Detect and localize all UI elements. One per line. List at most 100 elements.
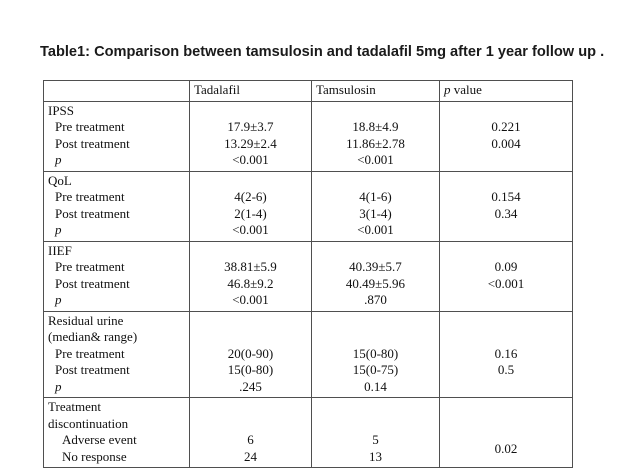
residual-urine-tamsulosin-values-line: 0.14 <box>364 378 387 394</box>
ipss-labels: IPSS Pre treatment Post treatment p <box>43 100 190 172</box>
qol-p-values-line <box>444 222 568 239</box>
treatment-p-values-line <box>444 416 568 433</box>
treatment-tamsulosin-values-line <box>316 399 435 416</box>
iief-p-values-line <box>444 243 568 260</box>
ipss-tadalafil-values-line <box>194 103 307 120</box>
qol-labels-line: QoL <box>48 172 72 188</box>
treatment-p-values: 0.02 <box>439 397 573 468</box>
iief-tadalafil-values-line <box>194 243 307 260</box>
iief-labels-line: IIEF <box>48 242 72 258</box>
ipss-tamsulosin-values-line: <0.001 <box>357 152 394 167</box>
qol-labels-line: Post treatment <box>55 205 130 221</box>
iief-labels: IIEF Pre treatment Post treatment p <box>43 240 190 312</box>
qol-tadalafil-values-line: 2(1-4) <box>234 205 267 221</box>
treatment-tamsulosin-values-line <box>316 416 435 433</box>
iief-p-values-line <box>444 292 568 309</box>
residual-urine-labels-line: Residual urine <box>48 312 124 328</box>
ipss-tadalafil-values-line: 13.29±2.4 <box>224 135 277 151</box>
iief-tamsulosin-values-line: 40.49±5.96 <box>345 275 406 291</box>
residual-urine-labels-line: p <box>55 378 62 394</box>
qol-labels-line: p <box>55 222 62 237</box>
iief-labels-line: Post treatment <box>55 275 130 291</box>
section-row-qol: QoL Pre treatment Post treatment p 4(2-6) 2(… <box>43 170 573 242</box>
ipss-tamsulosin-values-line <box>316 103 435 120</box>
header-p-value: p value <box>439 80 573 102</box>
table-header-row: Tadalafil Tamsulosin p value <box>43 80 573 102</box>
ipss-labels-line: IPSS <box>48 102 75 118</box>
section-row-ipss: IPSS Pre treatment Post treatment p 17.9±3.… <box>43 100 573 172</box>
residual-urine-tamsulosin-values-line <box>316 313 435 330</box>
qol-p-values-line: 0.34 <box>494 205 518 221</box>
qol-tamsulosin-values-line <box>316 173 435 190</box>
treatment-tadalafil-values-line: 6 <box>247 432 254 447</box>
iief-labels-line: Pre treatment <box>55 259 125 274</box>
qol-tamsulosin-values: 4(1-6) 3(1-4) <0.001 <box>311 170 440 242</box>
iief-tamsulosin-values: 40.39±5.7 40.49±5.96.870 <box>311 240 440 312</box>
residual-urine-labels-line: Pre treatment <box>55 345 125 361</box>
treatment-labels-line: Treatment <box>48 399 101 414</box>
treatment-tadalafil-values-line: 24 <box>244 448 257 464</box>
header-p-value-rest: value <box>450 82 482 97</box>
header-empty-cell <box>43 80 190 102</box>
residual-urine-labels: Residual urine (median& range) Pre treatme… <box>43 310 190 398</box>
residual-urine-p-values-line <box>444 379 568 396</box>
residual-urine-tamsulosin-values-line: 15(0-75) <box>352 362 399 377</box>
residual-urine-tadalafil-values-line <box>194 329 307 346</box>
treatment-labels-line: Adverse event <box>62 432 137 447</box>
treatment-labels-line: No response <box>62 448 127 464</box>
residual-urine-p-values: 0.16 0.5 <box>439 310 573 398</box>
iief-tadalafil-values: 38.81±5.9 46.8±9.2 <0.001 <box>189 240 312 312</box>
iief-tadalafil-values-line: 38.81±5.9 <box>224 259 277 274</box>
residual-urine-tamsulosin-values-line: 15(0-80) <box>352 345 399 361</box>
iief-labels-line: p <box>55 292 62 307</box>
residual-urine-tadalafil-values-line <box>194 313 307 330</box>
residual-urine-p-values-line: 0.5 <box>497 362 515 377</box>
treatment-tamsulosin-values-line: 13 <box>369 448 382 464</box>
residual-urine-tadalafil-values-line: .245 <box>239 378 262 394</box>
residual-urine-tamsulosin-values: 15(0-80) 15(0-75) 0.14 <box>311 310 440 398</box>
qol-labels-line: Pre treatment <box>55 189 125 204</box>
qol-tadalafil-values-line: 4(2-6) <box>234 189 267 204</box>
header-tamsulosin: Tamsulosin <box>311 80 440 102</box>
qol-labels: QoL Pre treatment Post treatment p <box>43 170 190 242</box>
header-tadalafil: Tadalafil <box>189 80 312 102</box>
residual-urine-labels-line: (median& range) <box>48 329 138 344</box>
qol-tadalafil-values-line: <0.001 <box>232 222 269 237</box>
qol-tadalafil-values-line <box>194 173 307 190</box>
residual-urine-tadalafil-values-line: 15(0-80) <box>227 362 274 377</box>
iief-tamsulosin-values-line <box>316 243 435 260</box>
section-row-treatment: Treatment discontinuation Adverse event No … <box>43 397 573 468</box>
ipss-labels-line: Pre treatment <box>55 119 125 134</box>
ipss-tamsulosin-values-line: 11.86±2.78 <box>346 135 405 151</box>
treatment-tadalafil-values-line <box>194 399 307 416</box>
treatment-tamsulosin-values: 5 13 <box>311 397 440 468</box>
treatment-labels-line: discontinuation <box>48 415 129 431</box>
header-p-value-italic: p <box>444 82 451 97</box>
residual-urine-tamsulosin-values-line <box>316 329 435 346</box>
ipss-tadalafil-values-line: 17.9±3.7 <box>227 119 274 134</box>
qol-tamsulosin-values-line: 3(1-4) <box>359 205 392 221</box>
qol-tamsulosin-values-line: 4(1-6) <box>359 189 392 204</box>
qol-p-values-line <box>444 173 568 190</box>
qol-tadalafil-values: 4(2-6) 2(1-4) <0.001 <box>189 170 312 242</box>
iief-tadalafil-values-line: 46.8±9.2 <box>227 275 274 291</box>
treatment-labels: Treatment discontinuation Adverse event No … <box>43 397 190 468</box>
table-body: IPSS Pre treatment Post treatment p 17.9±3.… <box>43 100 573 468</box>
residual-urine-tadalafil-values: 20(0-90) 15(0-80) .245 <box>189 310 312 398</box>
iief-p-values-line: <0.001 <box>487 275 525 291</box>
ipss-tamsulosin-values: 18.8±4.9 11.86±2.78 <0.001 <box>311 100 440 172</box>
ipss-labels-line: p <box>55 152 62 167</box>
ipss-tadalafil-values: 17.9±3.7 13.29±2.4 <0.001 <box>189 100 312 172</box>
ipss-tadalafil-values-line: <0.001 <box>232 152 269 167</box>
qol-p-values: 0.154 0.34 <box>439 170 573 242</box>
treatment-p-values-line <box>444 399 568 416</box>
iief-tamsulosin-values-line: 40.39±5.7 <box>349 259 402 274</box>
section-row-iief: IIEF Pre treatment Post treatment p 38.81±5… <box>43 240 573 312</box>
section-row-residual-urine: Residual urine (median& range) Pre treatme… <box>43 310 573 398</box>
iief-tamsulosin-values-line: .870 <box>364 292 387 307</box>
residual-urine-tadalafil-values-line: 20(0-90) <box>227 345 274 361</box>
qol-tamsulosin-values-line: <0.001 <box>357 222 394 237</box>
ipss-labels-line: Post treatment <box>55 135 130 151</box>
iief-p-values-line: 0.09 <box>494 259 518 274</box>
